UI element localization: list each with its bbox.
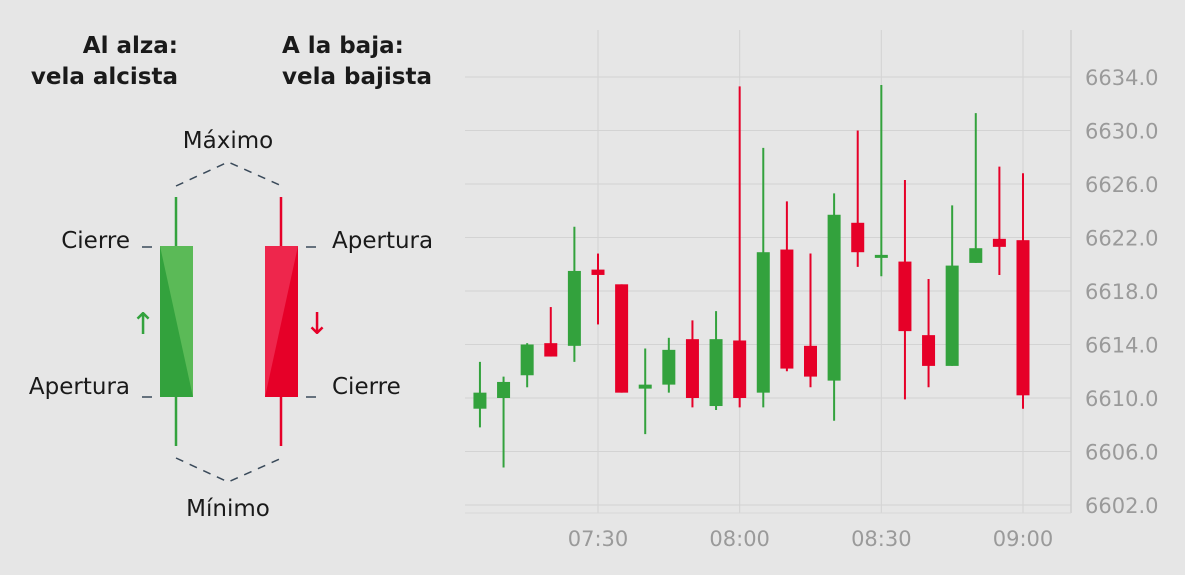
bearish-candle [780,201,794,372]
y-tick-label: 6618.0 [1085,280,1158,304]
bullish-candle [969,113,983,263]
y-tick-label: 6626.0 [1085,173,1158,197]
bearish-candle [591,253,605,325]
high-bracket [175,161,283,187]
bearish-candle [544,307,558,357]
candle-body [733,340,747,398]
bearish-candle [685,320,699,408]
x-tick-label: 08:30 [851,527,912,551]
bullish-candle [473,361,487,428]
low-label: Mínimo [186,496,270,522]
bullish-candle [709,311,723,411]
candle-body [497,381,511,398]
bearish-candle [898,179,912,400]
candle-body [591,269,605,275]
y-tick-label: 6630.0 [1085,120,1158,144]
up-arrow-icon: ↑ [130,307,155,342]
candle-body [804,345,817,377]
candle-body [685,339,699,398]
x-tick-label: 07:30 [568,527,629,551]
y-tick-label: 6614.0 [1085,334,1158,358]
bullish-example-candle [160,197,193,446]
bullish-open-label: Apertura [29,374,130,400]
bullish-close-label: Cierre [61,228,130,254]
bearish-candle [615,284,629,393]
y-tick-labels: 6602.0 6606.0 6610.0 6614.0 6618.0 6622.0 6626… [1085,66,1158,518]
bearish-candle [992,166,1006,275]
bearish-example-candle [265,197,298,446]
candle-body [567,270,581,346]
candle-body [945,265,959,366]
bearish-close-label: Cierre [332,374,401,400]
x-tick-label: 09:00 [993,527,1054,551]
candle-body [638,384,652,389]
bullish-candle [756,147,770,408]
high-label: Máximo [183,128,273,154]
candle-body [544,343,558,357]
x-tick-labels: 07:30 08:00 08:30 09:00 [568,527,1054,551]
bearish-title-line2: vela bajista [282,64,432,90]
bearish-candle [922,278,936,388]
bullish-candle [827,193,841,421]
y-tick-label: 6622.0 [1085,227,1158,251]
bullish-title-line2: vela alcista [31,64,178,90]
y-tick-label: 6606.0 [1085,441,1158,465]
bearish-body-shade [265,246,298,397]
candle-body [851,222,865,253]
candle-body [874,254,888,258]
bearish-title-line1: A la baja: [282,33,404,59]
candle-body [473,392,487,409]
down-arrow-icon: ↓ [304,307,329,342]
candle-body [520,344,534,376]
bullish-candle [520,343,534,388]
bearish-candle [804,253,817,388]
bullish-candle [638,348,652,435]
legend-panel: Al alza: vela alcista A la baja: vela ba… [29,33,433,522]
candles [473,85,1030,468]
bearish-candle [851,130,865,267]
y-tick-label: 6602.0 [1085,494,1158,518]
bullish-candle [874,85,888,277]
candle-body [780,249,794,369]
bearish-open-label: Apertura [332,228,433,254]
bullish-candle [662,337,676,393]
candle-body [615,284,629,393]
bearish-candle [733,86,747,408]
y-tick-label: 6610.0 [1085,387,1158,411]
y-tick-label: 6634.0 [1085,66,1158,90]
candle-body [1016,240,1030,396]
candle-body [922,335,936,366]
bullish-body-shade [160,246,193,397]
candle-body [756,252,770,393]
price-chart: 6602.0 6606.0 6610.0 6614.0 6618.0 6622.0 6626… [465,30,1158,551]
bullish-title-line1: Al alza: [83,33,178,59]
candle-body [969,248,983,263]
bullish-candle [567,226,581,362]
x-tick-label: 08:00 [709,527,770,551]
bullish-candle [497,376,511,468]
candle-body [709,339,723,407]
bearish-candle [1016,173,1030,409]
bullish-candle [945,205,959,366]
candle-body [898,261,912,332]
low-bracket [175,457,283,483]
candle-body [992,238,1006,247]
candle-body [827,214,841,381]
candle-body [662,349,676,385]
